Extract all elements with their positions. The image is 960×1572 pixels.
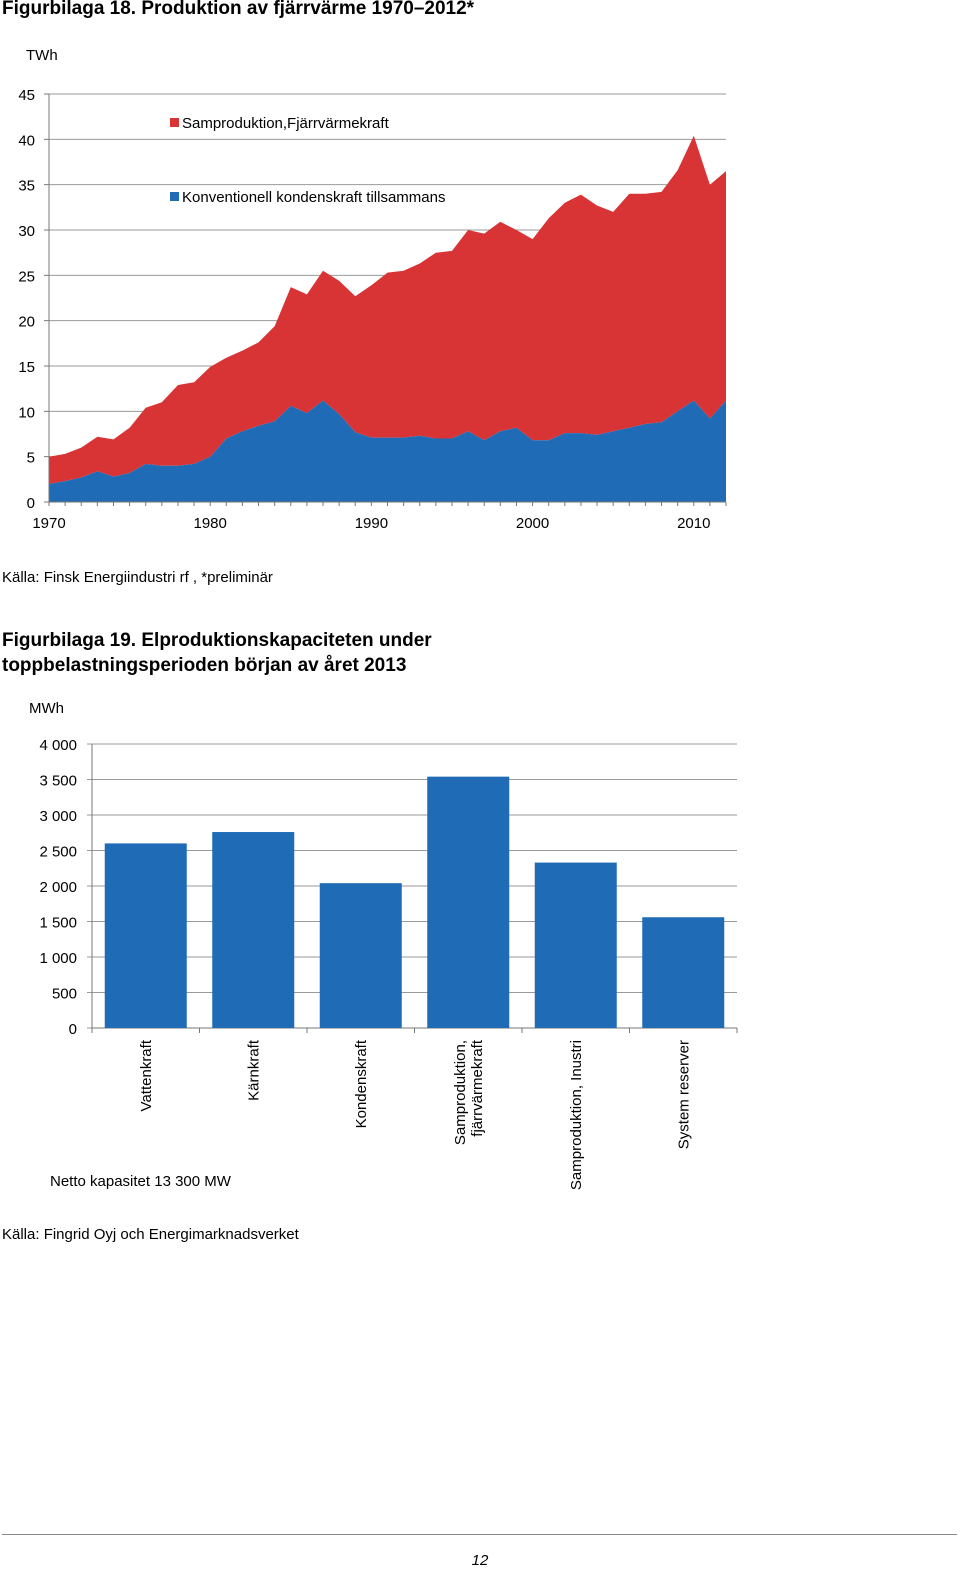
x-tick-label: 2010 bbox=[677, 515, 710, 532]
category-label: fjärrvärmekraft bbox=[469, 1039, 486, 1137]
y-tick-label: 0 bbox=[69, 1021, 77, 1038]
y-tick-label: 2 000 bbox=[39, 879, 77, 896]
y-tick-label: 30 bbox=[18, 223, 35, 240]
bar-5 bbox=[534, 862, 617, 1028]
category-label: System reserver bbox=[675, 1040, 692, 1149]
page-number: 12 bbox=[471, 1552, 489, 1569]
y-axis-unit: MWh bbox=[29, 700, 64, 717]
y-tick-label: 3 500 bbox=[39, 773, 77, 790]
category-label: Samproduktion, bbox=[452, 1040, 469, 1145]
legend-label: Konventionell kondenskraft tillsammans bbox=[182, 189, 445, 206]
y-tick-label: 5 bbox=[27, 450, 35, 467]
legend-label: Samproduktion,Fjärrvärmekraft bbox=[182, 115, 390, 132]
capacity-bar-chart: MWh 0 500 1 000 1 500 2 000 2 500 3 000 3 500 4 0… bbox=[29, 700, 738, 1190]
area-series-kondenskraft bbox=[49, 400, 726, 502]
district-heating-area-chart: TWh 0 5 10 15 20 25 30 35 40 45 1970 1980 1990 2000 201… bbox=[18, 47, 727, 532]
figure18-source: Källa: Finsk Energiindustri rf , *prelim… bbox=[2, 569, 273, 586]
y-axis-unit: TWh bbox=[26, 47, 58, 64]
area-series-samproduktion bbox=[49, 135, 726, 484]
net-capacity-note: Netto kapasitet 13 300 MW bbox=[50, 1173, 231, 1190]
y-tick-label: 45 bbox=[18, 87, 35, 104]
bar-6 bbox=[642, 917, 725, 1028]
y-tick-label: 20 bbox=[18, 314, 35, 331]
x-tick-label: 2000 bbox=[516, 515, 549, 532]
y-tick-label: 2 500 bbox=[39, 844, 77, 861]
y-tick-label: 1 500 bbox=[39, 915, 77, 932]
bar-3 bbox=[319, 883, 402, 1028]
bar-4 bbox=[427, 776, 510, 1028]
footer-divider bbox=[2, 1534, 957, 1535]
category-label: Samproduktion, Inustri bbox=[568, 1040, 585, 1190]
y-tick-label: 15 bbox=[18, 359, 35, 376]
category-label: Kärnkraft bbox=[245, 1039, 262, 1101]
figure19-heading-line1: Figurbilaga 19. Elproduktionskapaciteten… bbox=[2, 630, 432, 651]
legend-swatch bbox=[170, 192, 179, 201]
legend-swatch bbox=[170, 118, 179, 127]
figure19-heading-line2: toppbelastningsperioden början av året 2… bbox=[2, 655, 407, 676]
y-tick-label: 35 bbox=[18, 178, 35, 195]
y-tick-label: 40 bbox=[18, 132, 35, 149]
y-tick-label: 0 bbox=[27, 495, 35, 512]
y-tick-label: 10 bbox=[18, 404, 35, 421]
category-label: Vattenkraft bbox=[138, 1039, 155, 1111]
y-tick-label: 1 000 bbox=[39, 950, 77, 967]
y-tick-label: 500 bbox=[52, 986, 77, 1003]
bar-2 bbox=[212, 832, 295, 1028]
category-label: Kondenskraft bbox=[353, 1039, 370, 1128]
figure19-source: Källa: Fingrid Oyj och Energimarknadsver… bbox=[2, 1226, 299, 1243]
x-tick-label: 1980 bbox=[194, 515, 227, 532]
y-tick-label: 3 000 bbox=[39, 808, 77, 825]
x-tick-label: 1990 bbox=[355, 515, 388, 532]
y-tick-label: 25 bbox=[18, 268, 35, 285]
y-tick-label: 4 000 bbox=[39, 737, 77, 754]
x-tick-label: 1970 bbox=[32, 515, 65, 532]
bar-1 bbox=[104, 843, 187, 1028]
figure18-heading: Figurbilaga 18. Produktion av fjärrvärme… bbox=[2, 0, 475, 19]
